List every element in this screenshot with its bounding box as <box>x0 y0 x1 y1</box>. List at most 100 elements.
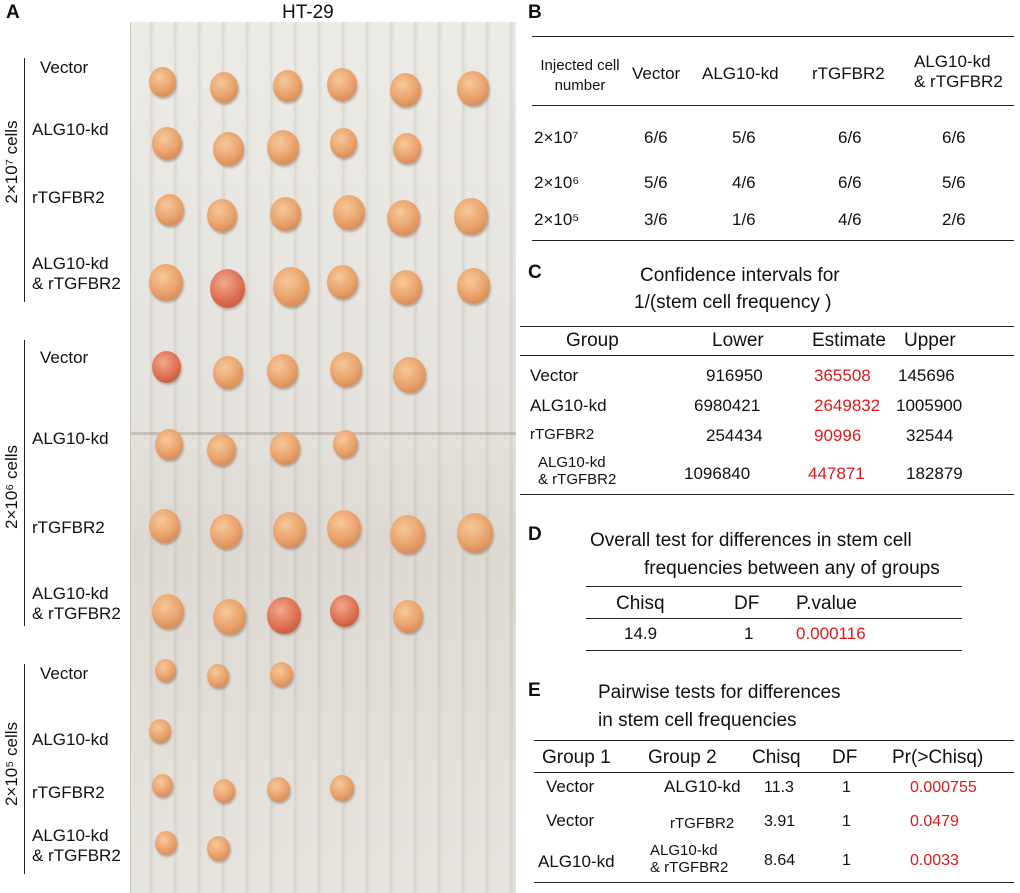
table-e-title-1: Pairwise tests for differences <box>598 682 841 703</box>
table-e-header-chisq: Chisq <box>752 747 801 768</box>
row-label-rtgfbr2-2: rTGFBR2 <box>32 518 105 537</box>
table-c-group: ALG10-kd & rTGFBR2 <box>538 454 617 489</box>
panel-c-letter: C <box>528 262 542 283</box>
tumor <box>267 777 290 802</box>
tumor <box>149 264 183 301</box>
table-c-group: ALG10-kd <box>530 396 607 415</box>
row-label-alg10-2: ALG10-kd <box>32 429 109 448</box>
tumor <box>152 351 181 383</box>
tumor <box>267 130 299 165</box>
tumor <box>454 198 488 235</box>
table-b-header-alg10: ALG10-kd <box>702 64 779 83</box>
table-c-header-estimate: Estimate <box>812 330 886 351</box>
tumor <box>149 67 176 97</box>
panel-a-letter: A <box>6 2 20 23</box>
tumor <box>152 594 184 629</box>
table-c-header-lower: Lower <box>712 330 764 351</box>
panel-d-letter: D <box>528 524 542 545</box>
panel-e-letter: E <box>528 680 541 701</box>
tumor <box>393 600 423 633</box>
panel-a-title: HT-29 <box>282 2 334 23</box>
table-e-df: 1 <box>842 779 851 796</box>
table-e-top-rule <box>534 740 1014 741</box>
tumor <box>149 719 171 743</box>
tumor <box>155 659 176 682</box>
table-c-lower: 6980421 <box>694 396 761 415</box>
bracket-1 <box>24 58 25 302</box>
tumor <box>213 779 235 803</box>
tumor <box>210 72 238 103</box>
table-b-cell: 5/6 <box>732 128 756 147</box>
bracket-2 <box>24 340 25 626</box>
tumor <box>387 200 420 236</box>
row-label-combo-1: ALG10-kd & rTGFBR2 <box>32 254 121 293</box>
table-b-cell: 4/6 <box>838 210 862 229</box>
table-e-g2: ALG10-kd <box>664 777 741 796</box>
tumor <box>207 836 230 861</box>
table-b-dose-2: 2×10⁶ <box>534 173 580 192</box>
tumor <box>390 270 422 305</box>
dose-label-3: 2×10⁵ cells <box>2 721 21 807</box>
panel-b-letter: B <box>528 2 542 23</box>
table-c-group: rTGFBR2 <box>530 426 595 443</box>
paper-crease <box>131 432 516 435</box>
table-d-bottom-rule <box>586 650 962 651</box>
table-e-title-2: in stem cell frequencies <box>598 710 797 731</box>
table-d-header-chisq: Chisq <box>616 593 665 614</box>
tumor <box>213 599 246 635</box>
tumor <box>330 128 357 158</box>
tumor <box>213 132 244 166</box>
table-c-estimate: 365508 <box>814 366 871 385</box>
table-b-cell: 6/6 <box>644 128 668 147</box>
table-b-cell: 4/6 <box>732 173 756 192</box>
row-label-vector-2: Vector <box>40 348 89 367</box>
table-e-bottom-rule <box>534 882 1014 883</box>
dose-label-2: 2×10⁶ cells <box>2 444 21 530</box>
row-label-combo-3: ALG10-kd & rTGFBR2 <box>32 826 121 865</box>
table-b-cell: 6/6 <box>838 128 862 147</box>
table-e-header-group1: Group 1 <box>542 747 611 768</box>
table-c-bottom-rule <box>520 494 1014 495</box>
tumor <box>333 195 365 230</box>
bracket-3 <box>24 664 25 874</box>
table-e-g1: Vector <box>546 777 595 796</box>
tumor <box>210 269 245 308</box>
table-d-header-pvalue: P.value <box>796 593 857 614</box>
tumor <box>457 268 490 304</box>
tumor <box>207 199 237 232</box>
tumor <box>273 267 309 307</box>
table-e-header-p: Pr(>Chisq) <box>892 747 984 768</box>
table-e-chisq: 8.64 <box>764 852 796 869</box>
row-label-vector-3: Vector <box>40 664 89 683</box>
table-b-header-rule <box>532 105 1014 106</box>
table-c-title-1: Confidence intervals for <box>640 265 840 286</box>
tumor <box>149 509 180 543</box>
table-e-g1: ALG10-kd <box>538 852 615 871</box>
table-c-header-rule <box>520 355 1014 356</box>
table-e-p: 0.000755 <box>910 779 977 796</box>
row-label-alg10-3: ALG10-kd <box>32 730 109 749</box>
table-c-title-2: 1/(stem cell frequency ) <box>634 292 832 313</box>
tumor <box>152 774 173 797</box>
table-e-df: 1 <box>842 852 851 869</box>
table-c-lower: 916950 <box>706 366 763 385</box>
table-d-chisq: 14.9 <box>624 624 658 643</box>
tumor <box>155 831 177 855</box>
table-c-estimate: 2649832 <box>814 396 881 415</box>
table-c-upper: 1005900 <box>896 396 963 415</box>
table-b-bottom-rule <box>532 240 1014 241</box>
tumor <box>393 133 421 164</box>
table-d-df: 1 <box>744 624 754 643</box>
tumor <box>390 515 425 554</box>
tumor <box>207 434 236 466</box>
table-e-header-rule <box>534 772 1014 773</box>
table-b-cell: 1/6 <box>732 210 756 229</box>
tumor <box>390 73 421 107</box>
tumor <box>213 356 243 389</box>
dose-label-1: 2×10⁷ cells <box>2 120 21 204</box>
table-c-lower: 1096840 <box>684 464 751 483</box>
table-c-lower: 254434 <box>706 426 763 445</box>
table-e-g1: Vector <box>546 811 595 830</box>
table-c-group: Vector <box>530 366 579 385</box>
row-label-alg10-1: ALG10-kd <box>32 120 109 139</box>
